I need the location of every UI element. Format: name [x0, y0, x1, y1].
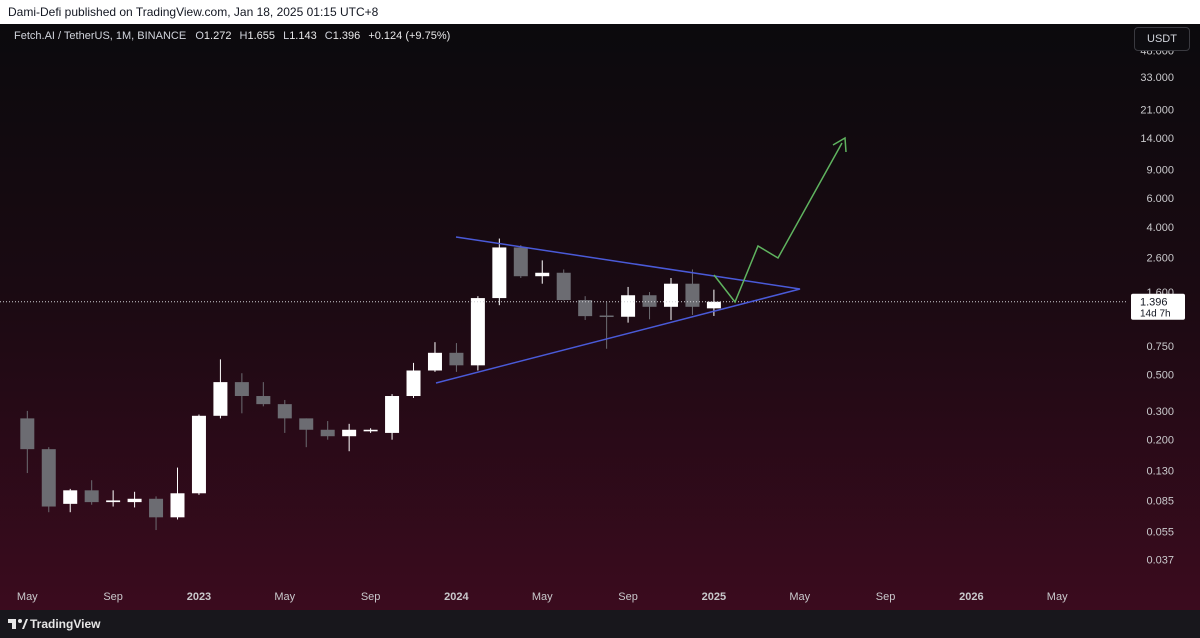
currency-button[interactable]: USDT: [1134, 27, 1190, 51]
ohlc-value: 1.396: [332, 30, 361, 42]
candle-body: [84, 490, 99, 503]
candle-body: [513, 247, 528, 277]
candle-body: [20, 418, 35, 450]
footer: TradingView: [0, 610, 1200, 638]
x-tick-label: May: [274, 591, 295, 603]
y-tick-label: 0.130: [1146, 465, 1174, 477]
chart: 48.00033.00021.00014.0009.0006.0004.0002…: [0, 46, 1185, 603]
candle-body: [170, 493, 185, 518]
ohlc-prefix: L: [283, 30, 290, 42]
ohlc-prefix: O: [195, 30, 204, 42]
symbol-title: Fetch.AI / TetherUS, 1M, BINANCE: [14, 30, 187, 42]
candle-body: [213, 382, 228, 416]
y-tick-label: 0.750: [1146, 341, 1174, 353]
triangle-trendlines: [435, 236, 801, 384]
candle-body: [149, 498, 164, 518]
candle-body: [363, 429, 378, 432]
candle-body: [277, 404, 292, 419]
y-tick-label: 0.300: [1146, 406, 1174, 418]
candle-body: [106, 500, 121, 503]
y-tick-label: 0.085: [1146, 495, 1174, 507]
x-tick-label: 2023: [187, 591, 211, 603]
publish-line: Dami-Defi published on TradingView.com, …: [8, 5, 379, 19]
ohlc-prefix: H: [239, 30, 248, 42]
chart-area: 48.000 33.000 21.000 14.000 9.000 6.000 4.000 2…: [0, 24, 1200, 610]
y-tick-label: 21.000: [1140, 104, 1174, 116]
brand: TradingView: [30, 617, 101, 631]
y-tick-label: 2.600: [1146, 253, 1174, 265]
candle-body: [234, 382, 249, 397]
candle-body: [492, 247, 507, 299]
y-tick-label: 0.500: [1146, 370, 1174, 382]
candle-body: [256, 396, 271, 405]
x-tick-label: 2026: [959, 591, 983, 603]
candle-body: [299, 418, 314, 430]
candle-body: [599, 315, 614, 318]
last-price-label: 1.396: [1140, 297, 1168, 309]
x-tick-label: May: [532, 591, 553, 603]
candle-body: [663, 283, 678, 307]
y-tick-label: 33.000: [1140, 72, 1174, 84]
candle-body: [342, 429, 357, 437]
candle-body: [470, 298, 485, 366]
x-tick-label: Sep: [618, 591, 638, 603]
candle-body: [427, 352, 442, 371]
y-tick-label: 0.200: [1146, 435, 1174, 447]
candle-body: [449, 352, 464, 366]
symbol-header: Fetch.AI / TetherUS, 1M, BINANCE O1.272 …: [14, 30, 455, 42]
y-tick-label: 14.000: [1140, 133, 1174, 145]
ohlc-value: 1.272: [203, 30, 232, 42]
countdown-label: 14d 7h: [1140, 309, 1171, 320]
ohlc-value: 1.655: [247, 30, 275, 42]
candle-body: [706, 301, 721, 309]
brand-logo: [8, 619, 28, 629]
y-tick-label: 0.037: [1146, 554, 1174, 566]
x-tick-label: May: [789, 591, 810, 603]
candle-body: [535, 272, 550, 277]
x-tick-label: 2025: [702, 591, 726, 603]
candle-body: [191, 415, 206, 494]
x-tick-label: May: [1047, 591, 1068, 603]
candle-body: [320, 429, 335, 437]
candle-body: [685, 283, 700, 307]
ohlc-prefix: C: [324, 30, 333, 42]
candle-body: [127, 498, 142, 503]
y-tick-label: 6.000: [1146, 193, 1174, 205]
last-price-box: [1131, 293, 1185, 320]
candle-body: [406, 370, 421, 397]
ohlc-value: 1.143: [289, 30, 317, 42]
candle-body: [578, 300, 593, 317]
x-tick-label: Sep: [361, 591, 381, 603]
x-tick-label: 2024: [444, 591, 469, 603]
y-tick-label: 4.000: [1146, 222, 1174, 234]
projection-arrow: [713, 142, 843, 304]
candle-body: [621, 295, 636, 317]
arrow-head: [832, 136, 847, 153]
x-tick-label: May: [17, 591, 38, 603]
candle-body: [63, 490, 78, 504]
publish-bar: Dami-Defi published on TradingView.com, …: [0, 0, 1200, 24]
candle-body: [556, 272, 571, 301]
change: +0.124 (+9.75%): [368, 30, 451, 42]
y-tick-label: 9.000: [1146, 164, 1174, 176]
candle-body: [385, 396, 400, 433]
x-tick-label: Sep: [876, 591, 896, 603]
candle-body: [642, 295, 657, 307]
y-tick-label: 0.055: [1146, 526, 1174, 538]
candle-body: [41, 449, 56, 507]
x-tick-label: Sep: [103, 591, 123, 603]
